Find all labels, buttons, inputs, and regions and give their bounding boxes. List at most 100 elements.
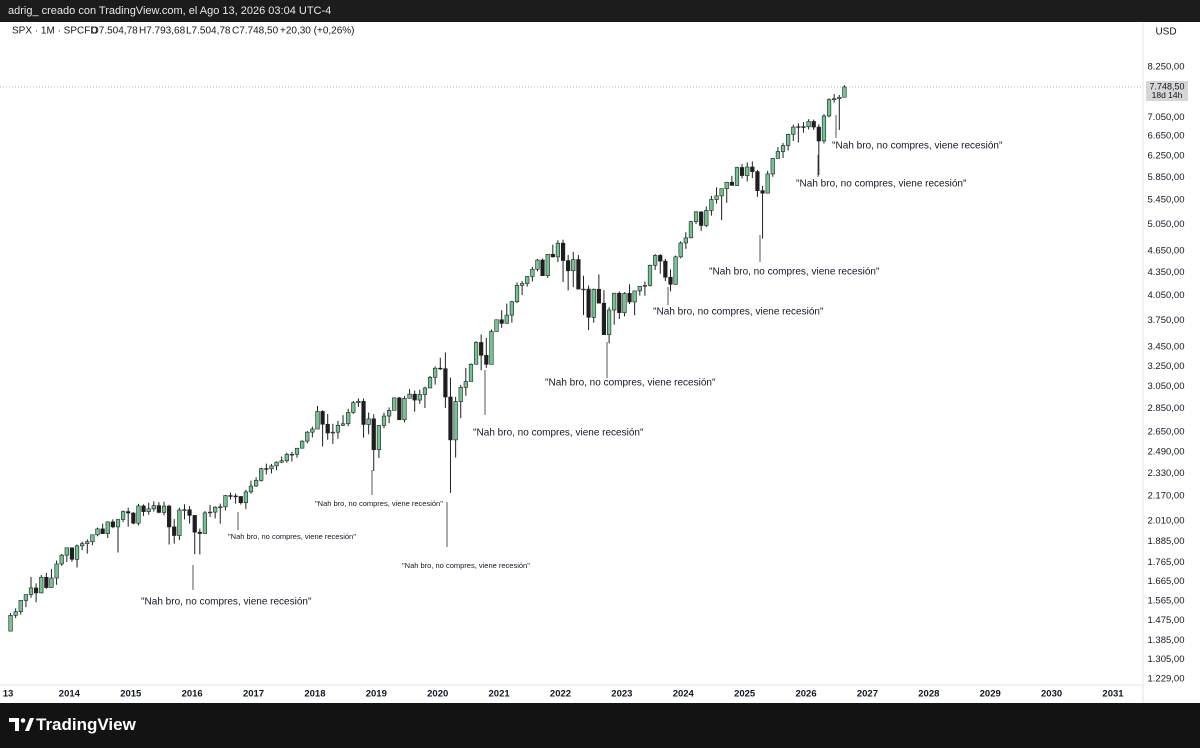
candle-body bbox=[821, 115, 827, 142]
last-price-label: 7.748,50 bbox=[1149, 81, 1184, 91]
candle-body bbox=[514, 285, 520, 303]
candle-body bbox=[699, 211, 704, 226]
y-tick-label: 2.330,00 bbox=[1148, 468, 1185, 479]
y-tick-label: 1.229,00 bbox=[1148, 673, 1185, 684]
candle-body bbox=[95, 528, 100, 536]
candle-body bbox=[110, 521, 115, 528]
candle-body bbox=[59, 554, 64, 565]
candle-body bbox=[279, 460, 284, 463]
y-tick-label: 2.010,00 bbox=[1148, 515, 1185, 526]
candle-body bbox=[259, 468, 264, 481]
candle-body bbox=[310, 428, 315, 433]
candle-body bbox=[612, 292, 617, 311]
candle-body bbox=[576, 259, 581, 290]
candle-body bbox=[468, 363, 474, 382]
candle-body bbox=[438, 367, 443, 370]
candle-body bbox=[494, 319, 499, 332]
candle-body bbox=[647, 264, 653, 286]
candle-body bbox=[351, 402, 356, 413]
candle-body bbox=[601, 302, 607, 335]
candle-body bbox=[238, 496, 243, 504]
candle-body bbox=[627, 293, 632, 303]
candle-body bbox=[427, 376, 433, 389]
candle-body bbox=[586, 288, 591, 318]
candle-body bbox=[755, 171, 760, 191]
candle-body bbox=[632, 290, 637, 303]
y-tick-label: 5.050,00 bbox=[1148, 219, 1185, 230]
candle-body bbox=[780, 145, 786, 152]
candle-body bbox=[663, 260, 668, 278]
candle-body bbox=[458, 387, 463, 402]
candle-body bbox=[412, 393, 417, 401]
x-tick-label: 2021 bbox=[489, 689, 511, 700]
candle-body bbox=[673, 256, 678, 285]
annotation: "Nah bro, no compres, viene recesión" bbox=[832, 141, 1003, 152]
candle-body bbox=[90, 534, 95, 542]
candle-body bbox=[141, 505, 146, 512]
annotation: "Nah bro, no compres, viene recesión" bbox=[545, 378, 716, 389]
candle-body bbox=[371, 418, 376, 451]
candle-body bbox=[617, 292, 622, 313]
y-tick-label: 1.765,00 bbox=[1148, 557, 1185, 568]
x-tick-label: 2015 bbox=[120, 689, 142, 700]
candle-body bbox=[463, 381, 468, 388]
annotation: "Nah bro, no compres, viene recesión" bbox=[709, 267, 880, 278]
candle-body bbox=[80, 543, 85, 547]
candle-body bbox=[392, 397, 397, 411]
candle-body bbox=[750, 166, 755, 172]
candle-body bbox=[479, 342, 484, 356]
candle-body bbox=[228, 495, 233, 497]
candle-body bbox=[842, 86, 847, 98]
candle-body bbox=[274, 461, 279, 467]
x-tick-label: 2025 bbox=[734, 689, 756, 700]
candle-body bbox=[745, 166, 750, 176]
candle-body bbox=[44, 576, 49, 588]
candle-body bbox=[540, 259, 545, 276]
annotation: "Nah bro, no compres, viene recesión" bbox=[653, 307, 824, 318]
candle-body bbox=[74, 545, 80, 560]
x-tick-label: 2026 bbox=[795, 689, 816, 700]
candle-body bbox=[520, 283, 525, 286]
x-tick-label: 2023 bbox=[611, 689, 632, 700]
candle-body bbox=[100, 528, 105, 534]
candle-body bbox=[18, 600, 23, 612]
candle-body bbox=[202, 512, 208, 534]
candle-body bbox=[120, 511, 126, 520]
candle-body bbox=[637, 285, 642, 292]
y-tick-label: 2.490,00 bbox=[1148, 446, 1185, 457]
logo-shape bbox=[9, 718, 19, 731]
candle-body bbox=[724, 181, 729, 189]
y-tick-label: 3.450,00 bbox=[1148, 342, 1185, 353]
y-tick-label: 1.475,00 bbox=[1148, 615, 1185, 626]
candle-body bbox=[443, 368, 448, 398]
candle-body bbox=[422, 387, 428, 395]
candle-body bbox=[33, 587, 39, 594]
candle-body bbox=[381, 415, 387, 426]
candle-body bbox=[607, 309, 612, 335]
candle-body bbox=[555, 242, 561, 258]
candle-body bbox=[402, 398, 407, 421]
annotation: "Nah bro, no compres, viene recesión" bbox=[796, 179, 967, 190]
candle-body bbox=[806, 121, 811, 128]
candle-body bbox=[289, 453, 295, 456]
candle-body bbox=[729, 181, 734, 186]
candle-body bbox=[305, 431, 310, 442]
candle-body bbox=[550, 253, 555, 258]
candle-body bbox=[796, 126, 801, 128]
candle-body bbox=[525, 276, 530, 284]
candle-body bbox=[300, 440, 305, 449]
candle-body bbox=[535, 259, 540, 270]
legend-open: O7.504,78 bbox=[91, 26, 138, 37]
y-tick-label: 1.385,00 bbox=[1148, 635, 1185, 646]
y-tick-label: 4.650,00 bbox=[1148, 246, 1185, 257]
legend-symbol: SPX · 1M · SPCFD bbox=[12, 26, 98, 37]
candle-body bbox=[346, 412, 351, 425]
annotation: "Nah bro, no compres, viene recesión" bbox=[473, 428, 644, 439]
candle-body bbox=[832, 98, 837, 100]
candle-body bbox=[566, 260, 571, 272]
y-tick-label: 1.305,00 bbox=[1148, 654, 1185, 665]
candle-body bbox=[177, 509, 182, 536]
last-price-tag bbox=[1146, 80, 1188, 101]
candle-body bbox=[23, 594, 29, 601]
candle-body bbox=[591, 288, 596, 318]
